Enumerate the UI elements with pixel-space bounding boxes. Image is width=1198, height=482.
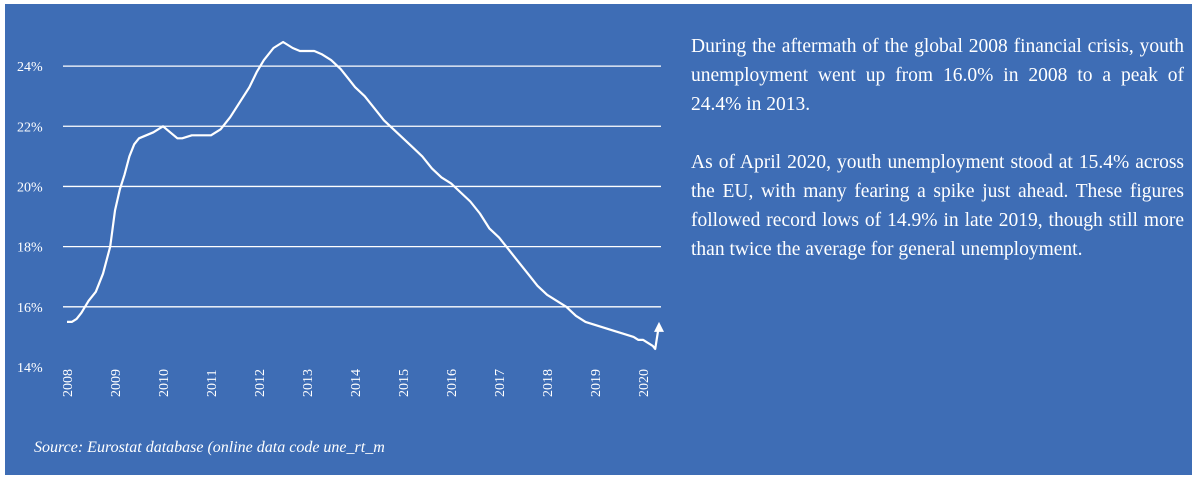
x-tick-label: 2014 (349, 369, 364, 397)
x-tick-label: 2017 (493, 369, 508, 397)
y-tick-label: 18% (17, 241, 43, 256)
y-tick-label: 24% (17, 60, 43, 75)
commentary-paragraph-2: As of April 2020, youth unemployment sto… (691, 152, 1184, 260)
x-tick-label: 2016 (445, 369, 460, 397)
x-tick-label: 2010 (157, 369, 172, 397)
series-end-arrow (654, 321, 664, 332)
x-tick-label: 2015 (397, 369, 412, 397)
x-tick-label: 2018 (541, 369, 556, 397)
x-tick-label: 2009 (109, 369, 124, 397)
x-tick-label: 2008 (61, 369, 76, 397)
x-tick-label: 2020 (637, 369, 652, 397)
y-tick-label: 14% (17, 361, 43, 376)
y-tick-label: 20% (17, 180, 43, 195)
series-line (67, 40, 661, 350)
chart-panel: 14% 16% 18% 20% 22% 24% 2008 2009 2010 2011 2012 20… (5, 4, 1192, 475)
x-tick-label: 2011 (205, 370, 220, 397)
x-tick-label: 2012 (253, 369, 268, 397)
x-tick-label: 2019 (589, 369, 604, 397)
commentary-paragraph-1: During the aftermath of the global 2008 … (691, 36, 1184, 115)
y-tick-label: 22% (17, 120, 43, 135)
line-chart: 14% 16% 18% 20% 22% 24% 2008 2009 2010 2011 2012 20… (17, 40, 664, 397)
commentary: During the aftermath of the global 2008 … (691, 32, 1184, 293)
source-note: Source: Eurostat database (online data c… (34, 439, 385, 456)
y-tick-label: 16% (17, 301, 43, 316)
x-tick-label: 2013 (301, 369, 316, 397)
